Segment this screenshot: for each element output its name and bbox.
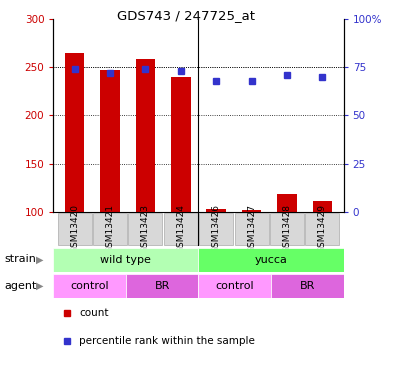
Text: control: control <box>215 281 254 291</box>
Bar <box>58 213 92 245</box>
Bar <box>65 53 84 212</box>
Text: GSM13429: GSM13429 <box>318 204 327 253</box>
Bar <box>199 213 233 245</box>
Bar <box>135 59 155 212</box>
Text: BR: BR <box>154 281 170 291</box>
Bar <box>164 213 198 245</box>
Bar <box>128 213 162 245</box>
Bar <box>171 77 190 212</box>
Bar <box>305 213 339 245</box>
Bar <box>93 213 127 245</box>
Text: GSM13426: GSM13426 <box>212 204 221 253</box>
Text: BR: BR <box>300 281 315 291</box>
Text: percentile rank within the sample: percentile rank within the sample <box>79 336 255 346</box>
Bar <box>271 274 344 298</box>
Bar <box>126 274 199 298</box>
Text: GSM13428: GSM13428 <box>282 204 292 253</box>
Text: strain: strain <box>4 255 36 264</box>
Text: GSM13421: GSM13421 <box>105 204 115 253</box>
Text: agent: agent <box>4 281 36 291</box>
Text: GSM13424: GSM13424 <box>176 204 185 252</box>
Text: GSM13420: GSM13420 <box>70 204 79 253</box>
Bar <box>199 274 271 298</box>
Text: GSM13423: GSM13423 <box>141 204 150 253</box>
Text: GSM13427: GSM13427 <box>247 204 256 253</box>
Bar <box>207 209 226 212</box>
Text: ▶: ▶ <box>36 281 44 291</box>
Bar <box>277 195 297 212</box>
Text: wild type: wild type <box>100 255 151 265</box>
Bar <box>242 210 261 212</box>
Text: control: control <box>70 281 109 291</box>
Bar <box>313 201 332 212</box>
Text: GDS743 / 247725_at: GDS743 / 247725_at <box>117 9 255 22</box>
Bar <box>53 248 199 272</box>
Text: count: count <box>79 308 109 318</box>
Bar <box>270 213 304 245</box>
Bar <box>53 274 126 298</box>
Bar <box>199 248 344 272</box>
Text: yucca: yucca <box>255 255 288 265</box>
Bar <box>235 213 269 245</box>
Text: ▶: ▶ <box>36 255 44 264</box>
Bar <box>100 70 120 212</box>
